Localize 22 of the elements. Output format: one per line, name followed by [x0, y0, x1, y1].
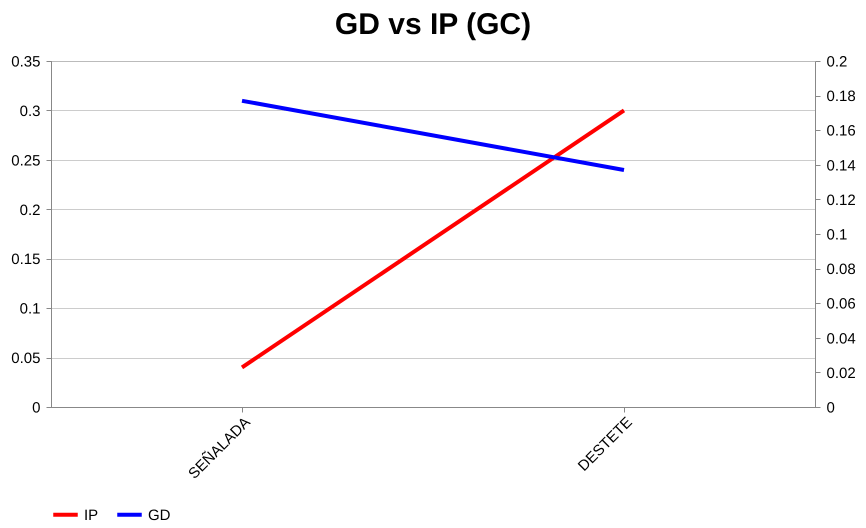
- y2-tick-label: 0.18: [826, 88, 856, 106]
- legend-label: GD: [148, 506, 171, 524]
- y-tick-label: 0.1: [20, 300, 40, 318]
- y2-tick-label: 0.08: [826, 261, 856, 278]
- y2-tick-label: 0.1: [826, 226, 848, 244]
- y2-tick-label: 0.14: [826, 157, 856, 174]
- legend-label: IP: [84, 506, 98, 524]
- chart-title: GD vs IP (GC): [334, 8, 532, 41]
- y2-tick-label: 0: [826, 400, 835, 416]
- y-tick-label: 0.3: [20, 102, 40, 120]
- y2-tick-label: 0.04: [826, 330, 856, 348]
- y2-tick-label: 0.16: [826, 122, 856, 140]
- y2-tick-label: 0.06: [826, 296, 856, 313]
- y2-tick-label: 0.12: [826, 192, 856, 209]
- y2-tick-label: 0.02: [826, 364, 856, 382]
- y-tick-label: 0.2: [20, 202, 40, 219]
- y2-tick-label: 0.2: [826, 54, 848, 70]
- y-tick-label: 0.05: [11, 350, 40, 368]
- y-tick-label: 0.15: [11, 251, 40, 268]
- y-tick-label: 0.25: [11, 152, 40, 170]
- y-tick-label: 0.35: [11, 54, 40, 70]
- y-tick-label: 0: [32, 400, 40, 416]
